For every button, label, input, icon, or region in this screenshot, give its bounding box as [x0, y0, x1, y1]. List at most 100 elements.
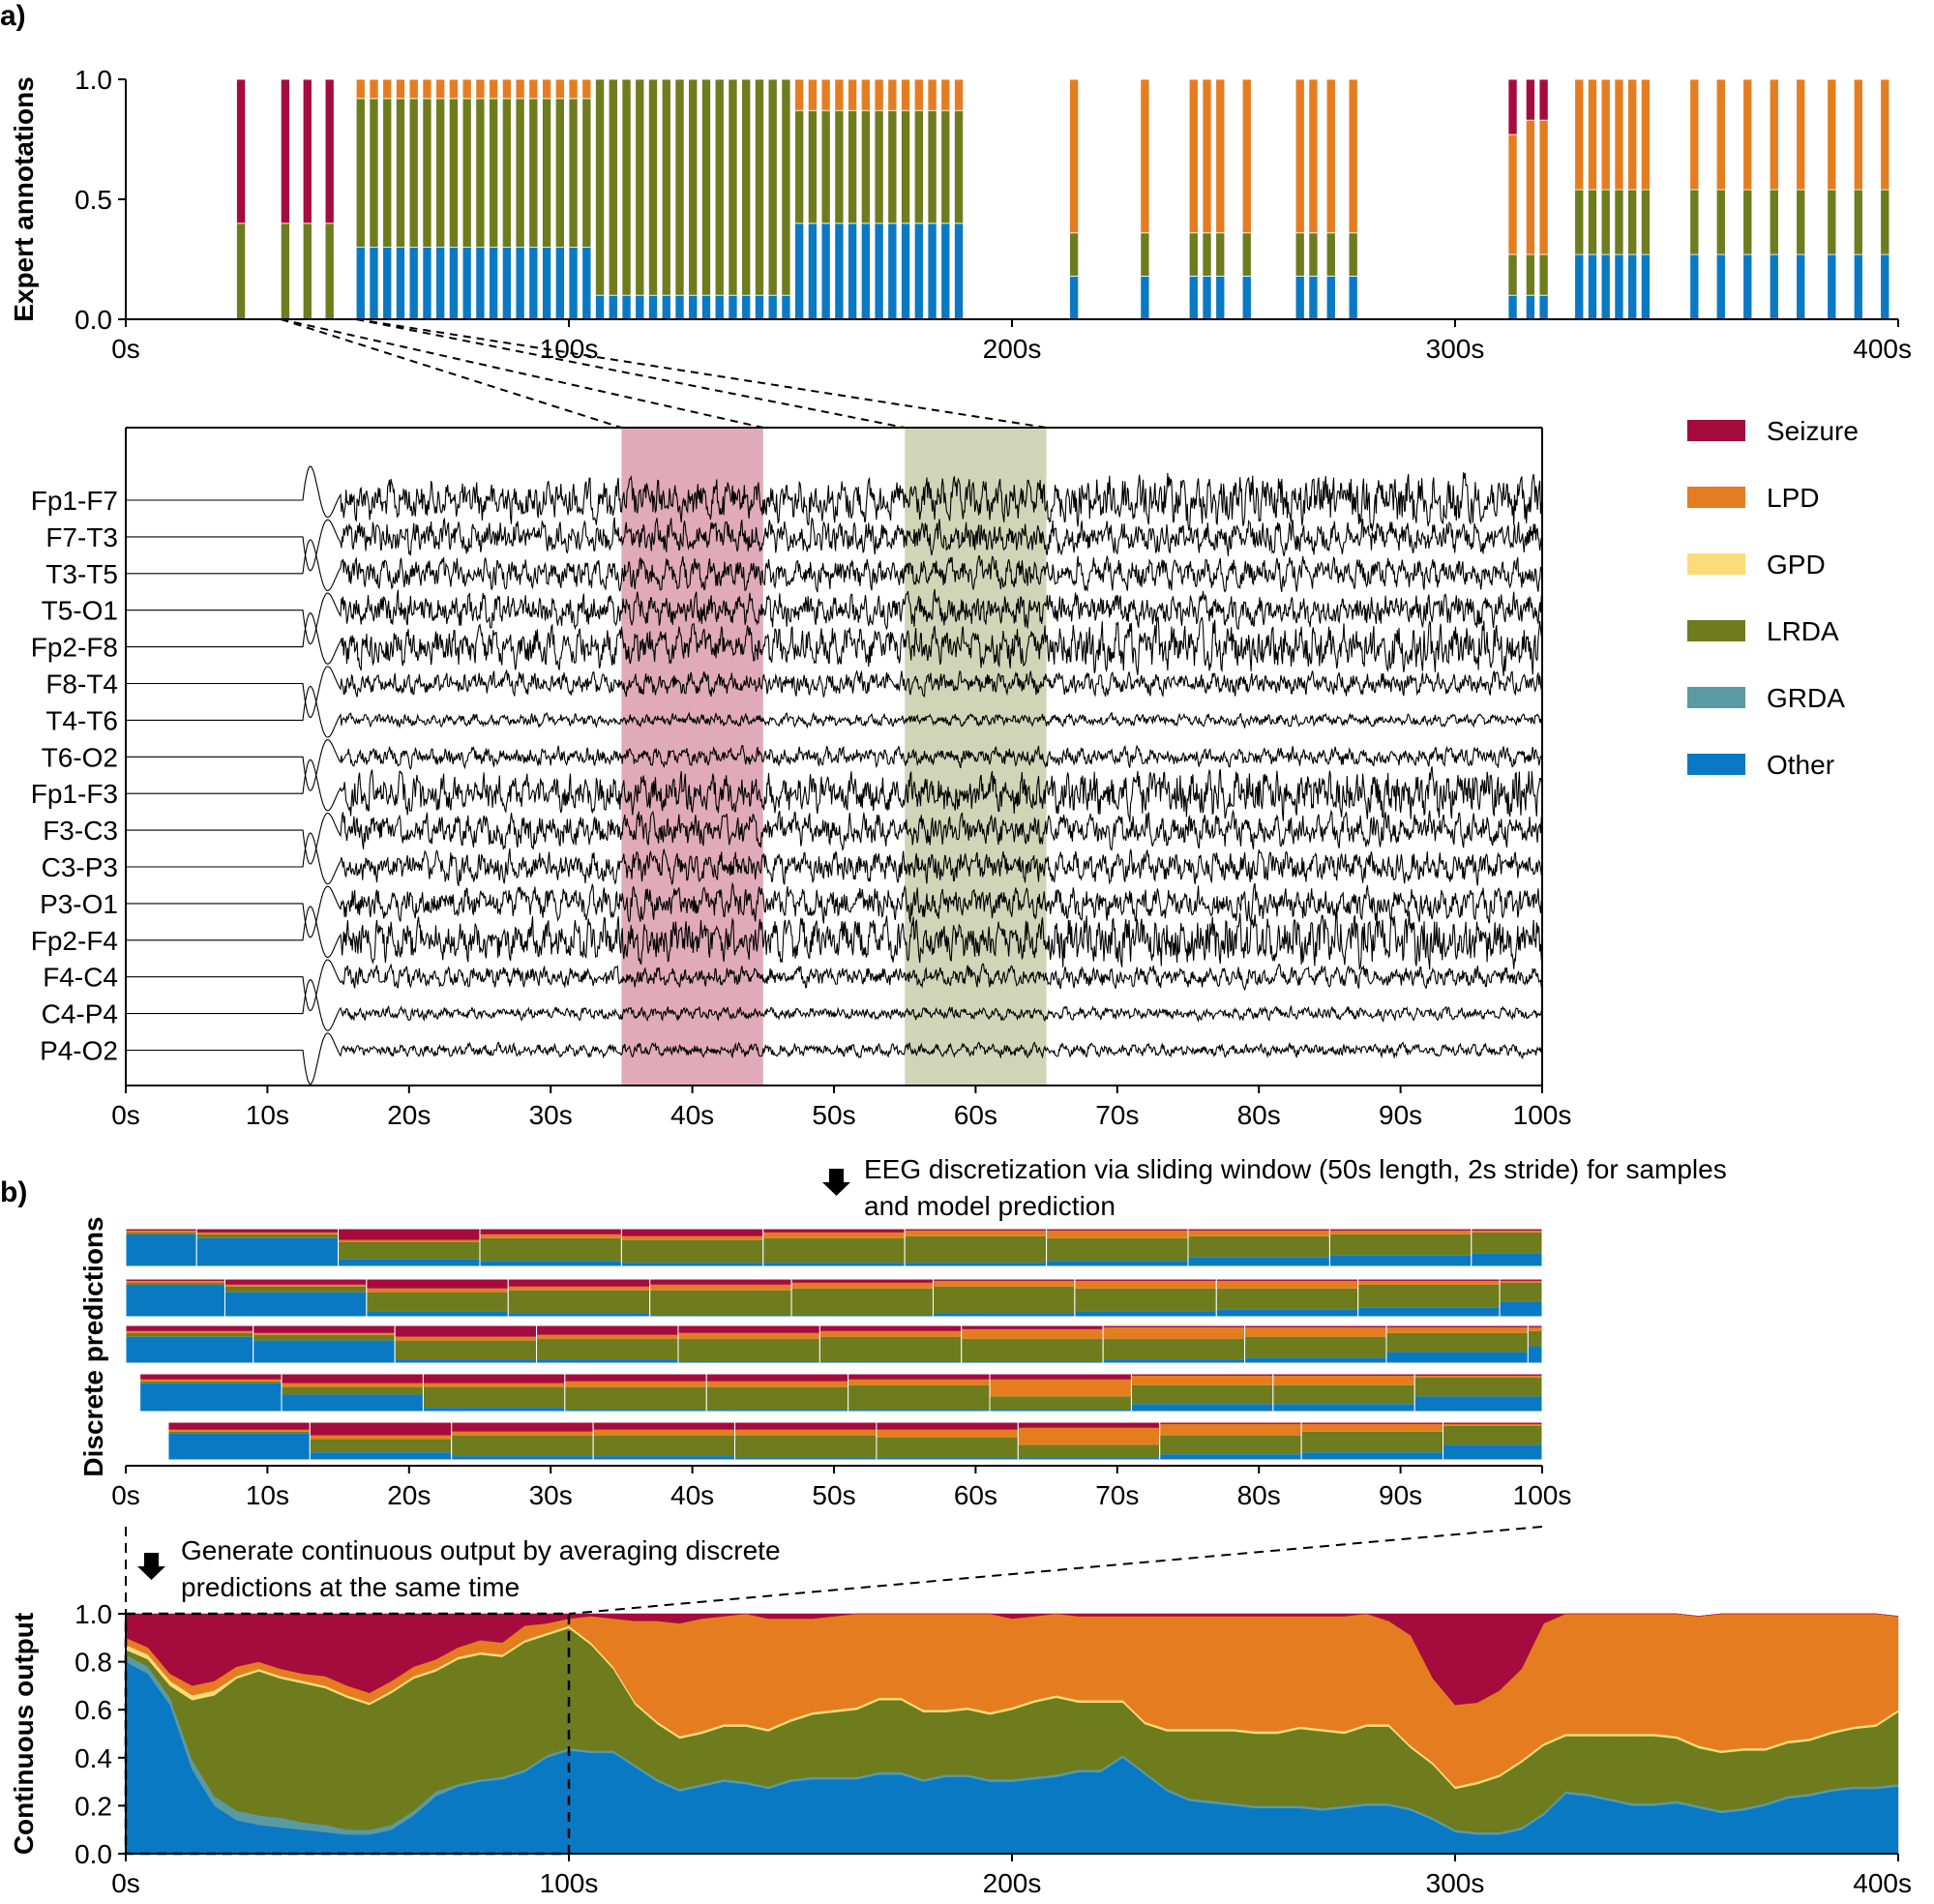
discrete-seg-0-1-lpd [196, 1232, 339, 1235]
expert-ytick-label-2: 1.0 [74, 65, 112, 95]
step2-line2: predictions at the same time [181, 1572, 520, 1602]
legend-swatch-gpd [1687, 553, 1745, 575]
continuous-area-seizure [125, 1613, 1899, 1706]
discrete-seg-4-9-seizure [1443, 1422, 1542, 1424]
eeg-xtick-label-7: 70s [1095, 1100, 1139, 1130]
expert-bar-lpd-61s [395, 78, 405, 100]
expert-bar-other-85s [501, 247, 512, 320]
discrete-seg-0-4-lrda [621, 1239, 763, 1264]
expert-bar-other-67s [422, 247, 432, 320]
expert-bar-other-312s [1507, 294, 1518, 320]
expert-bar-other-213s [1069, 275, 1080, 320]
legend-label-gpd: GPD [1767, 550, 1826, 580]
expert-xtick-label-3: 300s [1426, 334, 1485, 364]
discrete-seg-0-9-seizure [1329, 1229, 1472, 1231]
expert-bar-lrda-70s [435, 98, 446, 248]
discrete-seg-2-1-other [253, 1340, 396, 1363]
discrete-seg-border-0-10 [1471, 1228, 1543, 1267]
expert-bar-other-181s [927, 223, 937, 320]
discrete-seg-3-1-other [282, 1394, 424, 1412]
discrete-seg-1-6-lrda [933, 1286, 1075, 1314]
discrete-seg-1-4-lpd [649, 1284, 792, 1291]
expert-bar-other-118s [648, 294, 659, 320]
expert-bar-other-127s [688, 294, 699, 320]
expert-bar-lpd-333s [1600, 78, 1611, 191]
discrete-xtick-label-0: 0s [111, 1480, 140, 1510]
discrete-seg-1-0-lrda [126, 1282, 225, 1285]
eeg-channel-label-fp1-f7: Fp1-F7 [31, 486, 118, 516]
expert-bar-other-359s [1715, 253, 1726, 320]
discrete-seg-1-2-lrda [366, 1292, 509, 1312]
expert-bar-lrda-148s [781, 78, 791, 296]
discrete-seg-1-3-lrda [508, 1290, 650, 1314]
expert-bar-other-52s [355, 247, 366, 320]
expert-bar-lrda-319s [1538, 253, 1549, 296]
discrete-seg-3-5-seizure [848, 1374, 991, 1380]
expert-bar-other-163s [848, 223, 858, 320]
expert-xtick-label-4: 400s [1853, 334, 1912, 364]
expert-bar-lrda-264s [1294, 232, 1305, 277]
discrete-seg-4-9-other [1443, 1444, 1542, 1460]
discrete-seg-2-8-seizure [1244, 1325, 1386, 1327]
expert-bar-other-154s [807, 223, 818, 320]
expert-bar-lpd-151s [794, 78, 805, 111]
discrete-seg-1-1-lrda [224, 1286, 367, 1293]
discrete-seg-4-1-lrda [310, 1439, 452, 1453]
expert-bar-lpd-58s [382, 78, 393, 100]
discrete-seg-3-0-lrda [139, 1381, 283, 1383]
expert-bar-other-151s [794, 223, 805, 320]
discrete-seg-0-6-lrda [905, 1235, 1047, 1264]
discrete-seg-1-1-other [224, 1292, 367, 1317]
expert-bar-lrda-151s [794, 109, 805, 224]
discrete-seg-4-8-seizure [1301, 1422, 1443, 1424]
eeg-trace-p4-o2 [126, 1032, 1543, 1085]
discrete-seg-1-9-lrda [1357, 1284, 1501, 1308]
discrete-seg-0-6-seizure [905, 1229, 1047, 1231]
eeg-xtick-label-4: 40s [670, 1100, 714, 1130]
continuous-ytick-label-2: 0.4 [74, 1743, 112, 1773]
expert-bar-lrda-276s [1348, 232, 1358, 277]
expert-bar-other-271s [1325, 275, 1336, 320]
discrete-seg-2-3-other [536, 1359, 678, 1363]
eeg-trace-t3-t5 [126, 539, 1543, 593]
expert-bar-lpd-154s [807, 78, 818, 111]
continuous-output-chart: 0.0 0.2 0.4 0.6 0.8 1.0 0s 100s 200s 300s 400s Cont… [9, 1526, 1912, 1898]
discrete-seg-3-0-lpd [139, 1379, 283, 1382]
expert-bar-lpd-91s [528, 78, 539, 100]
eeg-channel-label-t6-o2: T6-O2 [42, 742, 118, 772]
discrete-seg-2-9-lpd [1385, 1326, 1529, 1333]
discrete-seg-0-8-other [1188, 1257, 1330, 1266]
discrete-xtick-label-7: 70s [1095, 1480, 1139, 1510]
expert-bar-lrda-377s [1796, 189, 1806, 255]
legend-label-lrda: LRDA [1767, 616, 1839, 646]
expert-bar-lrda-246s [1215, 232, 1226, 277]
discrete-seg-0-4-lpd [621, 1235, 763, 1240]
discrete-seg-1-1-seizure [224, 1279, 367, 1285]
zoom-connector-1 [281, 318, 764, 429]
expert-bar-other-160s [834, 223, 845, 320]
discrete-seg-2-6-seizure [961, 1325, 1104, 1329]
expert-bar-lrda-365s [1742, 189, 1753, 255]
expert-bar-other-73s [448, 247, 459, 320]
discrete-seg-1-6-lpd [933, 1280, 1075, 1287]
discrete-seg-2-0-lpd [126, 1330, 253, 1333]
expert-bar-lrda-181s [927, 109, 937, 224]
expert-bar-lpd-181s [927, 78, 937, 111]
expert-bar-lrda-118s [648, 78, 659, 296]
expert-bar-other-240s [1188, 275, 1199, 320]
discrete-seg-4-7-lrda [1159, 1435, 1302, 1455]
eeg-traces-chart: Fp1-F7 F7-T3 T3-T5 T5-O1 Fp2-F8 F8-T4 T4-T6 T6-… [31, 427, 1571, 1130]
discrete-seg-2-6-lpd [961, 1328, 1104, 1339]
expert-bar-lrda-76s [461, 98, 472, 248]
discrete-seg-4-5-lpd [876, 1429, 1019, 1438]
discrete-seg-1-5-lrda [791, 1288, 934, 1316]
expert-bar-lpd-267s [1308, 78, 1319, 234]
discrete-seg-1-3-other [508, 1313, 650, 1317]
discrete-seg-3-1-seizure [282, 1374, 424, 1383]
expert-bar-lrda-271s [1325, 232, 1336, 277]
expert-bar-seizure-319s [1538, 78, 1549, 121]
expert-bar-other-390s [1853, 253, 1863, 320]
expert-bar-lrda-396s [1880, 189, 1890, 255]
expert-bar-other-130s [701, 294, 711, 320]
expert-bar-other-339s [1627, 253, 1638, 320]
